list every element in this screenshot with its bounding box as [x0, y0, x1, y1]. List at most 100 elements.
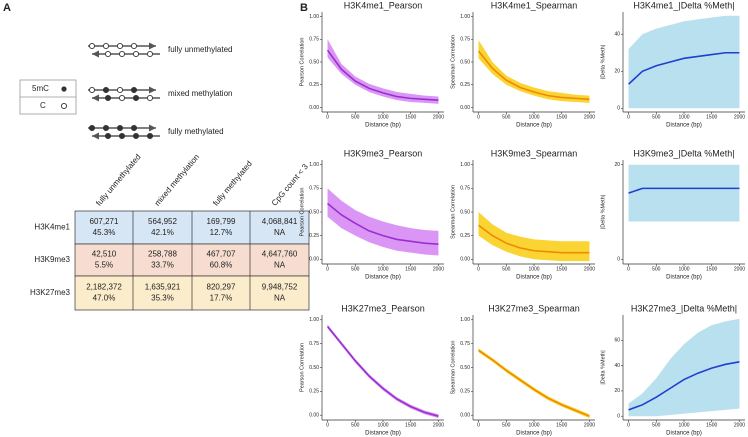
y-tick-label: 0.75 — [460, 37, 470, 43]
trend-line — [326, 325, 439, 417]
y-tick-label: 0.25 — [309, 389, 319, 395]
column-header: fully methylated — [211, 159, 254, 207]
spread-band — [628, 318, 740, 417]
cpg — [118, 94, 126, 102]
x-tick-label: 500 — [502, 266, 511, 272]
y-axis-title: |Delta %Meth| — [600, 45, 606, 79]
y-tick-label: 1.00 — [309, 162, 319, 168]
x-tick-label: 1000 — [528, 114, 539, 120]
spread-band — [478, 212, 590, 262]
x-tick-label: 0 — [627, 422, 630, 428]
x-tick-label: 2000 — [734, 114, 745, 120]
x-tick-label: 1000 — [377, 114, 388, 120]
cpg — [146, 50, 154, 58]
cpg — [88, 124, 96, 132]
arrow-head — [92, 50, 99, 58]
row-label: H3K4me1 — [34, 223, 70, 232]
cpg — [130, 42, 138, 50]
x-tick-label: 1500 — [556, 114, 567, 120]
y-tick-label: 60 — [614, 338, 620, 344]
cpg — [88, 86, 96, 94]
cell-text: 42,510 — [92, 250, 117, 259]
x-tick-label: 2000 — [734, 266, 745, 272]
cpg — [118, 132, 126, 140]
spread-band — [628, 164, 740, 222]
diagram-label: mixed methylation — [168, 89, 232, 98]
x-tick-label: 1500 — [405, 114, 416, 120]
x-axis-title: Distance (bp) — [516, 431, 552, 437]
y-tick-label: 0.75 — [460, 341, 470, 347]
x-tick-label: 1000 — [528, 422, 539, 428]
x-tick-label: 0 — [477, 266, 480, 272]
cell-text: NA — [274, 294, 286, 303]
cpg — [132, 132, 140, 140]
x-tick-label: 2000 — [433, 422, 444, 428]
trend-line — [628, 361, 740, 411]
y-axis-title: Spearman Correlation — [450, 341, 456, 395]
cell-text: 607,271 — [90, 217, 119, 226]
cell-text: 42.1% — [151, 228, 174, 237]
x-tick-label: 1500 — [706, 114, 717, 120]
cell-text: NA — [274, 261, 286, 270]
x-tick-label: 1500 — [405, 422, 416, 428]
y-tick-label: 0.25 — [460, 233, 470, 239]
diagram-label: fully unmethylated — [168, 45, 232, 54]
cpg — [132, 50, 140, 58]
row-label: H3K27me3 — [30, 288, 71, 297]
x-tick-label: 1500 — [706, 422, 717, 428]
cpg — [146, 132, 154, 140]
y-axis-title: Pearson Correlation — [299, 188, 305, 237]
cell-text: 1,635,921 — [145, 283, 181, 292]
cpg — [104, 132, 112, 140]
y-tick-label: 0.25 — [309, 82, 319, 88]
chart-title: H3K4me1_|Delta %Meth| — [633, 0, 734, 10]
cell-text: 45.3% — [93, 228, 116, 237]
y-tick-label: 0.50 — [460, 365, 470, 371]
y-tick-label: 40 — [614, 363, 620, 369]
y-tick-label: 0.50 — [309, 209, 319, 215]
x-tick-label: 0 — [477, 422, 480, 428]
x-tick-label: 2000 — [734, 422, 745, 428]
y-tick-label: 1.00 — [460, 317, 470, 323]
trend-line — [477, 50, 590, 101]
x-tick-label: 1500 — [405, 266, 416, 272]
x-tick-label: 1500 — [706, 266, 717, 272]
chart-title: H3K9me3_Spearman — [491, 148, 578, 158]
trend-line — [628, 187, 740, 194]
cell-text: 820,297 — [207, 283, 236, 292]
chart-title: H3K4me1_Pearson — [344, 0, 423, 10]
x-tick-label: 1500 — [556, 422, 567, 428]
trend-line — [327, 202, 439, 245]
x-axis-title: Distance (bp) — [666, 275, 702, 281]
y-axis-title: Spearman Correlation — [450, 185, 456, 239]
x-tick-label: 1500 — [556, 266, 567, 272]
y-tick-label: 1.00 — [460, 162, 470, 168]
cpg — [116, 124, 124, 132]
x-tick-label: 2000 — [433, 266, 444, 272]
y-tick-label: 0.25 — [460, 82, 470, 88]
cpg — [116, 86, 124, 94]
y-tick-label: 20 — [614, 388, 620, 394]
column-header: mixed methylation — [153, 152, 201, 207]
panel-label: A — [3, 2, 11, 14]
y-tick-label: 0.75 — [309, 341, 319, 347]
y-tick-label: 0.50 — [309, 59, 319, 65]
x-tick-label: 500 — [502, 422, 511, 428]
x-axis-title: Distance (bp) — [365, 431, 401, 437]
x-tick-label: 1000 — [678, 422, 689, 428]
legend-dot — [61, 86, 67, 92]
legend-text: C — [40, 101, 46, 110]
arrow-head — [149, 124, 156, 132]
cell-text: 33.7% — [151, 261, 174, 270]
x-tick-label: 1000 — [528, 266, 539, 272]
cpg — [102, 86, 110, 94]
cpg — [102, 124, 110, 132]
x-tick-label: 500 — [652, 422, 661, 428]
y-tick-label: 0.75 — [309, 37, 319, 43]
x-tick-label: 500 — [351, 422, 360, 428]
arrow-head — [92, 132, 99, 140]
chart-title: H3K27me3_|Delta %Meth| — [631, 303, 737, 313]
chart-title: H3K4me1_Spearman — [491, 0, 578, 10]
x-tick-label: 500 — [652, 266, 661, 272]
